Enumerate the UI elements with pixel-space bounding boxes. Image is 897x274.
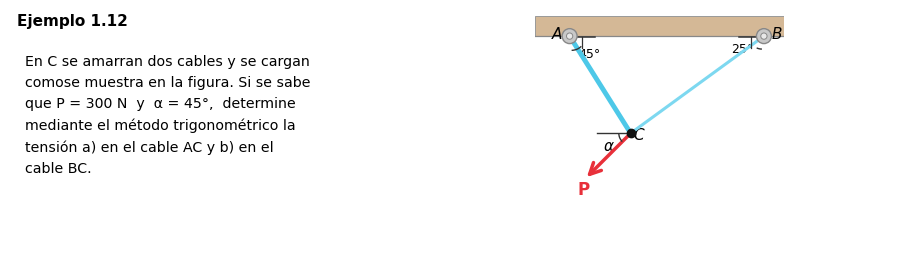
Text: C: C [633,128,644,143]
Text: A: A [552,27,562,42]
Text: 25°: 25° [731,42,753,56]
Text: Ejemplo 1.12: Ejemplo 1.12 [17,14,127,29]
Circle shape [562,29,577,44]
Circle shape [567,33,573,39]
Text: B: B [771,27,781,42]
Text: 45°: 45° [579,48,601,61]
Circle shape [761,33,767,39]
Text: P: P [577,181,589,199]
Bar [535,16,784,36]
Circle shape [756,29,771,44]
Text: En C se amarran dos cables y se cargan
comose muestra en la figura. Si se sabe
q: En C se amarran dos cables y se cargan c… [25,55,310,176]
Text: α: α [603,139,614,154]
